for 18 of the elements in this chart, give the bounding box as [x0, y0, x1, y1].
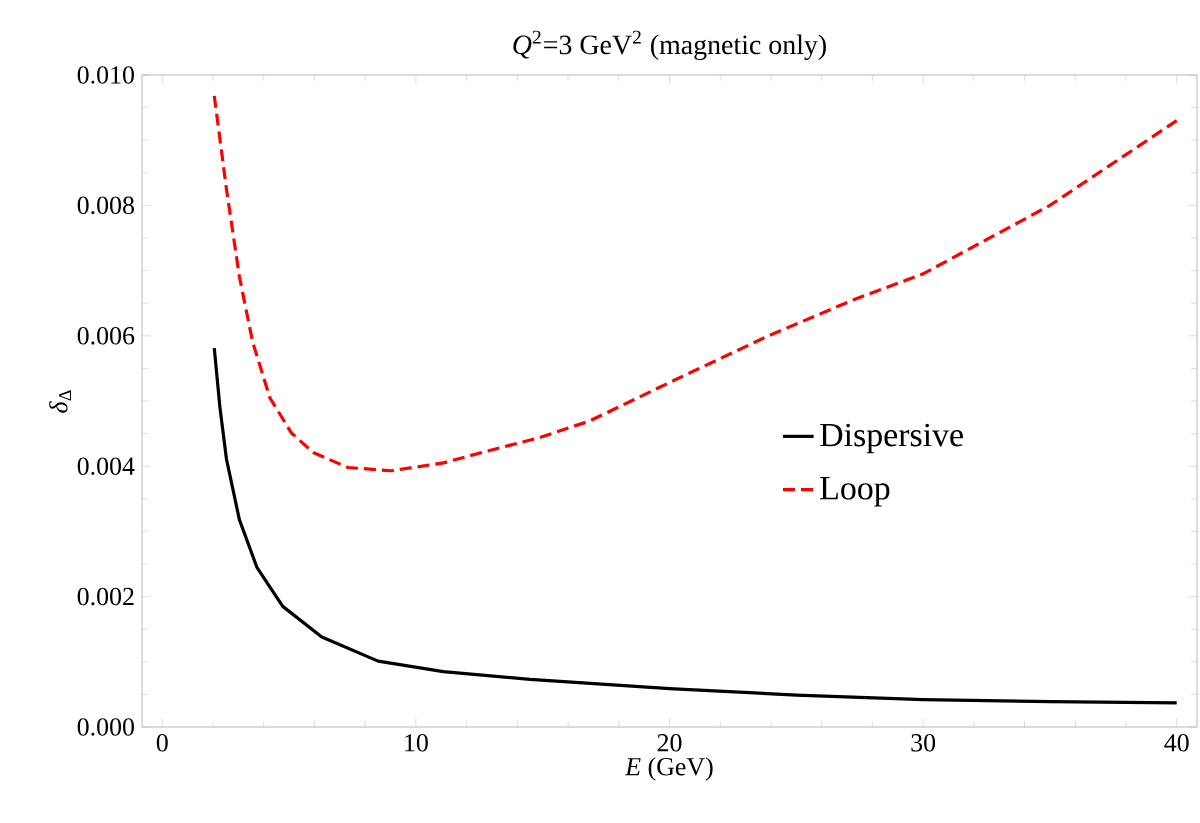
x-tick-label: 20: [657, 734, 682, 752]
x-tick-label: 10: [405, 734, 428, 752]
y-tick-label: 0.010: [77, 66, 134, 84]
y-tick-label: 0.004: [77, 457, 135, 475]
y-tick-label: 0.006: [77, 327, 135, 345]
y-tick-label: 0.000: [77, 718, 134, 736]
line-series: [212, 94, 1179, 473]
y-tick-label: 0.008: [77, 196, 134, 215]
x-tick-label: 30: [911, 734, 936, 752]
x-tick-label: 40: [1164, 734, 1189, 752]
y-axis-title: δ$_{Δ}$: [49, 390, 71, 413]
legend-label: Loop: [820, 477, 890, 507]
x-tick-label: 0: [156, 734, 168, 752]
line-series: [212, 346, 1179, 705]
chart-title: Q$^{2}$=3 GeV$^{2}$ (magnetic only): [513, 30, 826, 61]
legend-label: Dispersive: [820, 423, 963, 454]
y-tick-label: 0.002: [77, 587, 134, 606]
x-axis-title: E (GeV): [624, 757, 713, 781]
